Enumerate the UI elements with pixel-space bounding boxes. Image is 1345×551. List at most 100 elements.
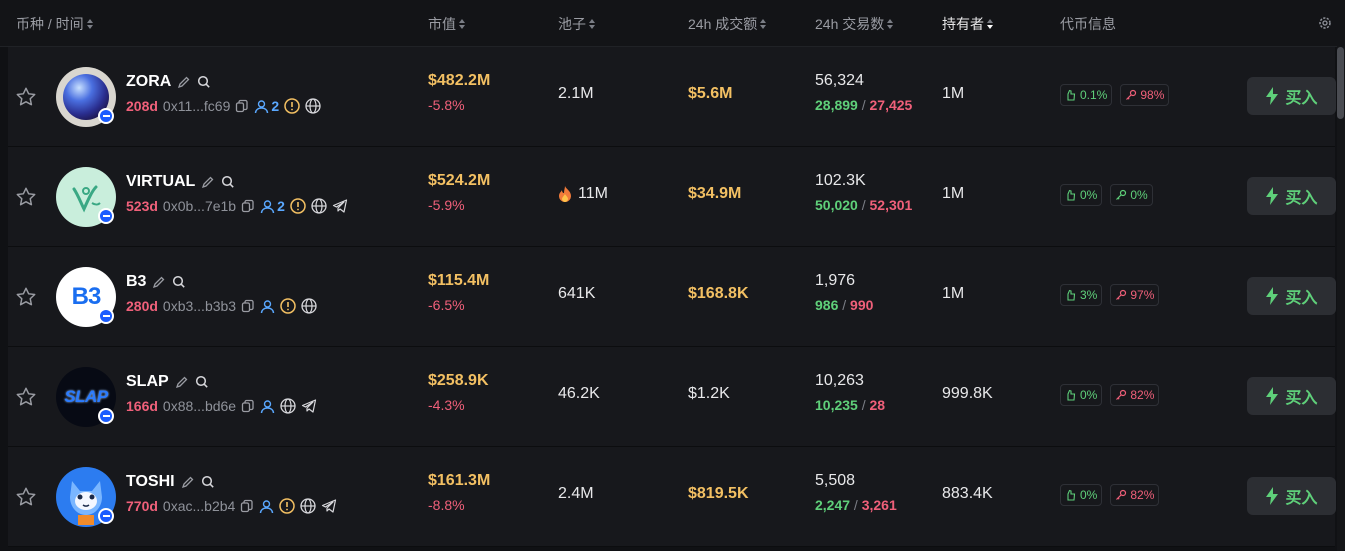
token-name[interactable]: VIRTUAL xyxy=(126,173,235,191)
scrollbar-thumb[interactable] xyxy=(1337,47,1344,119)
telegram-icon[interactable] xyxy=(332,198,348,214)
base-chain-icon xyxy=(98,408,114,424)
search-icon[interactable] xyxy=(172,275,186,289)
star-icon[interactable] xyxy=(15,86,37,113)
buy-button[interactable]: 买入 xyxy=(1247,77,1336,115)
token-name[interactable]: ZORA xyxy=(126,73,211,91)
base-chain-icon xyxy=(98,108,114,124)
sort-desc-icon xyxy=(987,19,993,29)
dev-badge[interactable]: 97% xyxy=(1110,284,1160,306)
table-row[interactable]: ZORA 208d 0x11...fc69 2 $482.2M -5.8% 2.… xyxy=(8,47,1336,147)
globe-icon[interactable] xyxy=(280,398,296,414)
token-name[interactable]: B3 xyxy=(126,273,186,291)
buy-button[interactable]: 买入 xyxy=(1247,277,1336,315)
market-cap-change: -5.8% xyxy=(428,97,465,113)
user-icon[interactable] xyxy=(260,299,275,314)
edit-icon[interactable] xyxy=(181,475,195,489)
key-icon xyxy=(1115,189,1127,201)
warning-icon[interactable] xyxy=(280,298,296,314)
dev-badge[interactable]: 82% xyxy=(1110,484,1160,506)
table-row[interactable]: SLAP SLAP 166d 0x88...bd6e $258.9K -4.3%… xyxy=(8,347,1336,447)
token-name[interactable]: TOSHI xyxy=(126,473,215,491)
dev-badge[interactable]: 82% xyxy=(1110,384,1160,406)
table-row[interactable]: TOSHI 770d 0xac...b2b4 $161.3M -8.8% 2.4… xyxy=(8,447,1336,547)
table-row[interactable]: VIRTUAL 523d 0x0b...7e1b 2 $524.2M -5.9%… xyxy=(8,147,1336,247)
txns-split: 2,247 / 3,261 xyxy=(815,497,897,513)
copy-icon[interactable] xyxy=(241,199,255,213)
buy-button-label: 买入 xyxy=(1285,490,1318,507)
star-icon[interactable] xyxy=(15,186,37,213)
top10-badge[interactable]: 0% xyxy=(1060,184,1103,206)
dev-badge-value: 82% xyxy=(1130,488,1155,502)
telegram-icon[interactable] xyxy=(321,498,337,514)
user-icon[interactable] xyxy=(260,399,275,414)
copy-icon[interactable] xyxy=(241,299,255,313)
dev-badge-value: 82% xyxy=(1130,388,1155,402)
token-symbol: TOSHI xyxy=(126,473,175,490)
edit-icon[interactable] xyxy=(175,375,189,389)
header-volume[interactable]: 24h 成交额 xyxy=(688,14,767,34)
buy-button[interactable]: 买入 xyxy=(1247,377,1336,415)
token-meta: 208d 0x11...fc69 2 xyxy=(126,98,321,114)
token-info-badges: 0.1% 98% xyxy=(1060,84,1170,106)
scrollbar-track[interactable] xyxy=(1337,46,1345,551)
header-coin-time[interactable]: 币种 / 时间 xyxy=(16,14,93,34)
top10-badge[interactable]: 0% xyxy=(1060,484,1103,506)
table-row[interactable]: B3 B3 280d 0xb3...b3b3 $115.4M -6.5% 641… xyxy=(8,247,1336,347)
search-icon[interactable] xyxy=(195,375,209,389)
warning-icon[interactable] xyxy=(284,98,300,114)
buy-button[interactable]: 买入 xyxy=(1247,177,1336,215)
top10-badge[interactable]: 3% xyxy=(1060,284,1103,306)
user-icon[interactable] xyxy=(254,99,269,114)
edit-icon[interactable] xyxy=(177,75,191,89)
lightning-icon xyxy=(1265,487,1279,505)
buy-button-label: 买入 xyxy=(1285,290,1318,307)
top10-badge[interactable]: 0.1% xyxy=(1060,84,1113,106)
search-icon[interactable] xyxy=(201,475,215,489)
pool-value: 2.1M xyxy=(558,85,594,103)
sell-count: 990 xyxy=(850,297,874,313)
buy-button-label: 买入 xyxy=(1285,90,1318,107)
gear-icon[interactable] xyxy=(1318,16,1332,35)
dev-badge[interactable]: 0% xyxy=(1110,184,1153,206)
user-icon[interactable] xyxy=(259,499,274,514)
globe-icon[interactable] xyxy=(301,298,317,314)
top10-badge-value: 0.1% xyxy=(1080,88,1108,102)
dev-holders-count: 2 xyxy=(271,98,280,114)
market-cap: $115.4M xyxy=(428,272,490,289)
token-name[interactable]: SLAP xyxy=(126,373,209,391)
hand-icon xyxy=(1065,189,1077,201)
copy-icon[interactable] xyxy=(240,499,254,513)
warning-icon[interactable] xyxy=(290,198,306,214)
header-mcap[interactable]: 市值 xyxy=(428,14,465,34)
header-txns[interactable]: 24h 交易数 xyxy=(815,14,894,34)
copy-icon[interactable] xyxy=(241,399,255,413)
globe-icon[interactable] xyxy=(311,198,327,214)
star-icon[interactable] xyxy=(15,386,37,413)
contract-address: 0x88...bd6e xyxy=(162,398,237,414)
star-icon[interactable] xyxy=(15,286,37,313)
star-icon[interactable] xyxy=(15,486,37,513)
token-meta: 166d 0x88...bd6e xyxy=(126,398,317,414)
top10-badge[interactable]: 0% xyxy=(1060,384,1103,406)
market-cap-change: -5.9% xyxy=(428,197,465,213)
hand-icon xyxy=(1065,389,1077,401)
user-icon[interactable] xyxy=(260,199,275,214)
header-holders[interactable]: 持有者 xyxy=(942,14,993,34)
globe-icon[interactable] xyxy=(300,498,316,514)
search-icon[interactable] xyxy=(197,75,211,89)
dev-badge[interactable]: 98% xyxy=(1120,84,1170,106)
token-symbol: ZORA xyxy=(126,73,172,90)
warning-icon[interactable] xyxy=(279,498,296,514)
market-cap: $482.2M xyxy=(428,72,491,89)
search-icon[interactable] xyxy=(221,175,235,189)
dev-badge-value: 0% xyxy=(1130,188,1148,202)
globe-icon[interactable] xyxy=(305,98,321,114)
header-pool[interactable]: 池子 xyxy=(558,14,595,34)
top10-badge-value: 3% xyxy=(1080,288,1098,302)
telegram-icon[interactable] xyxy=(301,398,317,414)
buy-button[interactable]: 买入 xyxy=(1247,477,1336,515)
copy-icon[interactable] xyxy=(235,99,249,113)
edit-icon[interactable] xyxy=(152,275,166,289)
edit-icon[interactable] xyxy=(201,175,215,189)
